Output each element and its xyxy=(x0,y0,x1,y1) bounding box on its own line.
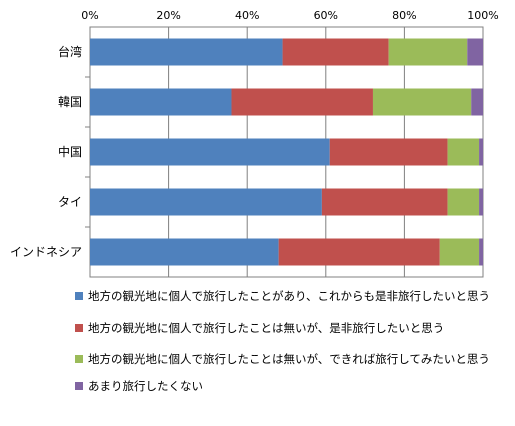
bar-segment xyxy=(278,238,440,266)
x-tick-labels: 0% 20% 40% 60% 80% 100% xyxy=(81,9,498,22)
x-tick-label: 80% xyxy=(392,9,416,22)
bar-segment xyxy=(372,88,472,116)
category-label: 韓国 xyxy=(58,95,82,109)
x-tick-label: 20% xyxy=(156,9,180,22)
category-label: 中国 xyxy=(58,144,82,159)
bar-segment xyxy=(90,138,330,166)
bar-segment xyxy=(467,38,483,66)
legend-label: 地方の観光地に個人で旅行したことがあり、これからも是非旅行したいと思う xyxy=(88,289,490,303)
legend-label: あまり旅行したくない xyxy=(88,379,203,393)
bar-segment xyxy=(90,88,232,116)
x-tick-label: 0% xyxy=(81,9,98,22)
bars xyxy=(90,38,483,266)
bar-segment xyxy=(479,188,483,216)
x-tick-label: 100% xyxy=(467,9,498,22)
legend-swatch xyxy=(75,355,83,363)
bar-segment xyxy=(447,188,480,216)
bar-segment xyxy=(329,138,448,166)
bar-segment xyxy=(479,238,483,266)
bar-segment xyxy=(321,188,448,216)
bar-segment xyxy=(388,38,468,66)
x-tick-label: 40% xyxy=(235,9,259,22)
x-tick-label: 60% xyxy=(314,9,338,22)
legend-swatch xyxy=(75,292,83,300)
bar-segment xyxy=(282,38,389,66)
bar-segment xyxy=(90,38,283,66)
bar-segment xyxy=(231,88,373,116)
bar-segment xyxy=(471,88,483,116)
legend-label: 地方の観光地に個人で旅行したことは無いが、是非旅行したいと思う xyxy=(88,321,444,335)
legend-swatch xyxy=(75,382,83,390)
legend-label: 地方の観光地に個人で旅行したことは無いが、できれば旅行してみたいと思う xyxy=(88,352,490,366)
bar-segment xyxy=(439,238,480,266)
category-label: タイ xyxy=(58,195,82,209)
bar-segment xyxy=(479,138,483,166)
bar-segment xyxy=(90,188,322,216)
bar-segment xyxy=(90,238,279,266)
category-label: インドネシア xyxy=(10,245,82,259)
bar-segment xyxy=(447,138,480,166)
legend-swatch xyxy=(75,324,83,332)
category-label: 台湾 xyxy=(58,44,82,59)
legend: 地方の観光地に個人で旅行したことがあり、これからも是非旅行したいと思う地方の観光… xyxy=(75,289,490,393)
